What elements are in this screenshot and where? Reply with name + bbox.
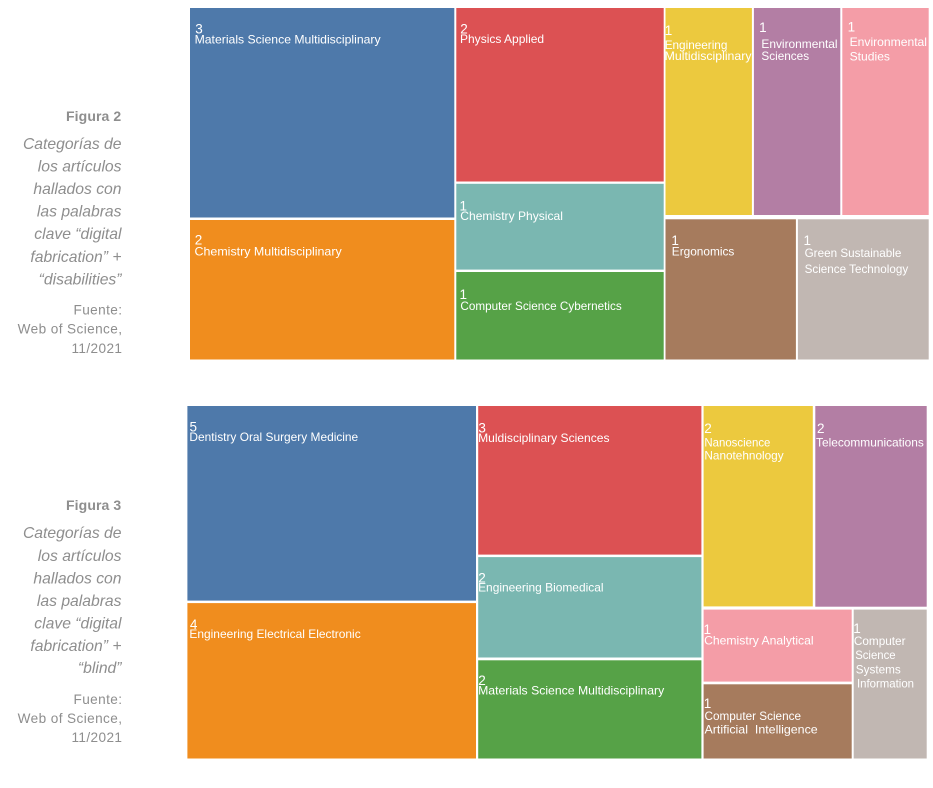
svg-text:Categorías de: Categorías de [23,525,122,542]
svg-text:los artículos: los artículos [38,548,122,565]
svg-text:11/2021: 11/2021 [71,341,122,356]
svg-text:Engineering Electrical Electro: Engineering Electrical Electronic [189,627,360,641]
svg-text:Categorías de: Categorías de [23,136,122,153]
svg-text:“disabilities”: “disabilities” [39,271,123,288]
svg-text:2: 2 [195,233,203,248]
svg-text:2: 2 [704,421,712,436]
svg-text:Environmental: Environmental [850,35,927,49]
svg-text:clave “digital: clave “digital [34,616,122,633]
svg-text:Web of Science,: Web of Science, [18,322,123,337]
svg-text:Science: Science [855,648,896,662]
svg-text:Engineering Biomedical: Engineering Biomedical [478,581,603,595]
svg-text:1: 1 [853,621,861,636]
svg-text:hallados con: hallados con [33,570,121,587]
svg-text:Chemistry Physical: Chemistry Physical [460,209,563,223]
svg-text:“blind”: “blind” [78,660,122,677]
svg-text:Telecommunications: Telecommunications [816,436,924,450]
svg-text:Muldisciplinary Sciences: Muldisciplinary Sciences [478,431,609,445]
svg-text:fabrication” +: fabrication” + [30,249,121,266]
svg-text:Systems: Systems [856,662,901,676]
svg-text:Computer Science Cybernetics: Computer Science Cybernetics [460,299,621,313]
svg-text:1: 1 [759,20,767,35]
svg-text:Nanotehnology: Nanotehnology [704,449,783,463]
svg-text:Web of Science,: Web of Science, [18,711,123,726]
svg-text:Fuente:: Fuente: [73,692,122,707]
svg-text:Materials Science Multidiscipl: Materials Science Multidisciplinary [195,33,381,47]
svg-text:Figura 2: Figura 2 [66,108,121,124]
svg-text:fabrication” +: fabrication” + [30,638,121,655]
svg-text:1: 1 [704,622,712,637]
svg-text:Engineering: Engineering [665,38,728,52]
svg-text:Information: Information [857,677,914,691]
svg-text:2: 2 [478,673,486,688]
svg-text:las palabras: las palabras [37,204,122,221]
svg-text:5: 5 [190,420,198,435]
svg-text:hallados con: hallados con [33,181,121,198]
svg-text:Figura 3: Figura 3 [66,497,121,513]
svg-text:3: 3 [195,21,203,36]
svg-text:Chemistry Analytical: Chemistry Analytical [704,634,814,648]
svg-text:Physics Applied: Physics Applied [460,32,544,46]
svg-text:clave “digital: clave “digital [34,226,122,243]
svg-text:1: 1 [460,287,468,302]
svg-text:11/2021: 11/2021 [71,730,122,745]
svg-text:Chemistry Multidisciplinary: Chemistry Multidisciplinary [195,245,342,259]
svg-text:1: 1 [848,19,856,34]
svg-text:Green Sustainable: Green Sustainable [805,246,902,260]
svg-text:Sciences: Sciences [761,49,809,63]
svg-text:Computer: Computer [854,634,906,648]
svg-text:Nanoscience: Nanoscience [704,435,770,449]
svg-text:2: 2 [817,421,825,436]
svg-text:3: 3 [478,421,486,436]
svg-text:Multidisciplinary: Multidisciplinary [665,49,752,63]
svg-text:Computer Science: Computer Science [705,709,802,723]
svg-text:1: 1 [665,23,673,38]
svg-text:4: 4 [190,617,198,632]
svg-text:Fuente:: Fuente: [73,303,122,318]
svg-text:Ergonomics: Ergonomics [672,244,735,258]
svg-text:Studies: Studies [850,50,890,64]
svg-text:Science Technology: Science Technology [805,262,909,276]
svg-text:Artificial Intelligence: Artificial Intelligence [705,723,819,737]
svg-text:las palabras: las palabras [37,593,122,610]
svg-text:2: 2 [460,22,468,37]
svg-text:Dentistry Oral Surgery Medicin: Dentistry Oral Surgery Medicine [189,430,358,444]
svg-text:los artículos: los artículos [38,158,122,175]
svg-text:Environmental: Environmental [761,37,837,51]
svg-text:Materials Science Multidiscipl: Materials Science Multidisciplinary [478,683,664,697]
svg-text:1: 1 [460,199,468,214]
svg-text:2: 2 [478,570,486,585]
svg-text:1: 1 [704,696,712,711]
svg-text:1: 1 [804,233,812,248]
svg-text:1: 1 [671,233,679,248]
